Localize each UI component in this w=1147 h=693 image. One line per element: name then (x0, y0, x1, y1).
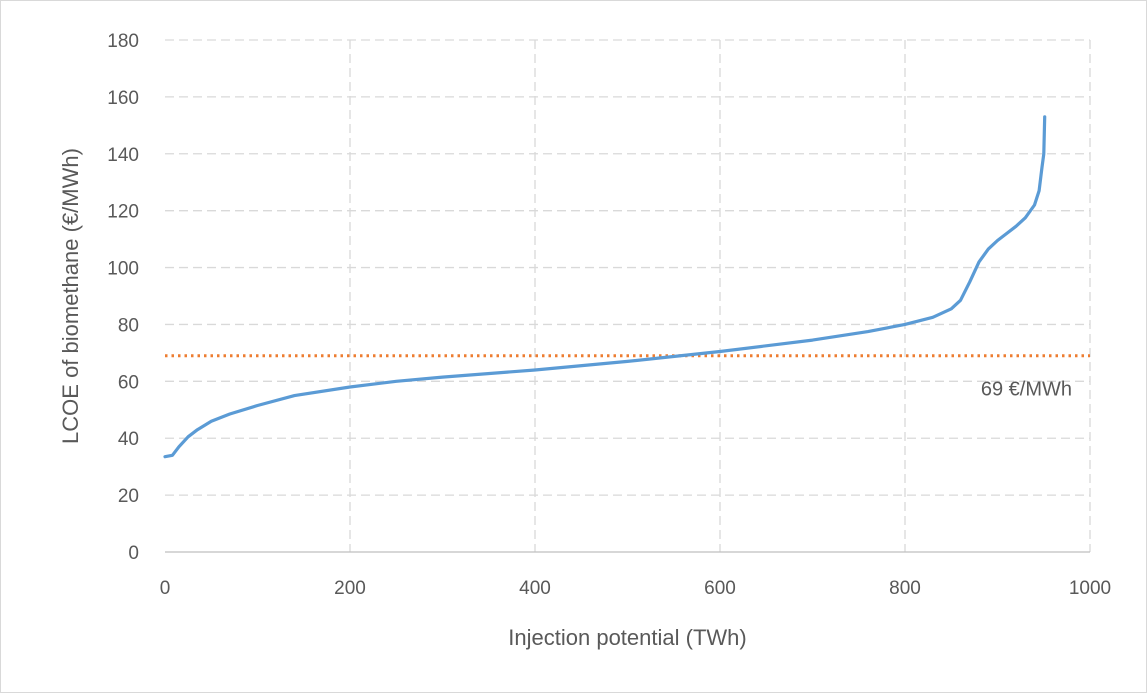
y-tick-label: 0 (128, 543, 139, 564)
y-axis-ticks: 0 20 40 60 80 100 120 140 160 180 (107, 31, 139, 564)
x-axis-title: Injection potential (TWh) (508, 625, 746, 650)
x-tick-label: 200 (334, 578, 366, 599)
reference-line-label: 69 €/MWh (981, 379, 1072, 401)
x-axis-ticks: 0 200 400 600 800 1000 (160, 578, 1111, 599)
y-tick-label: 120 (107, 202, 139, 223)
y-tick-label: 100 (107, 259, 139, 280)
y-tick-label: 140 (107, 145, 139, 166)
y-tick-label: 20 (118, 486, 139, 507)
y-tick-label: 60 (118, 372, 139, 393)
x-tick-label: 600 (704, 578, 736, 599)
x-tick-label: 0 (160, 578, 171, 599)
x-tick-label: 800 (889, 578, 921, 599)
y-tick-label: 160 (107, 88, 139, 109)
y-axis-title: LCOE of biomethane (€/MWh) (58, 148, 83, 444)
y-tick-label: 180 (107, 31, 139, 52)
x-tick-label: 400 (519, 578, 551, 599)
y-tick-label: 40 (118, 429, 139, 450)
gridlines (165, 39, 1091, 552)
x-tick-label: 1000 (1069, 578, 1111, 599)
y-tick-label: 80 (118, 315, 139, 336)
series-line-lcoe (163, 115, 1047, 459)
